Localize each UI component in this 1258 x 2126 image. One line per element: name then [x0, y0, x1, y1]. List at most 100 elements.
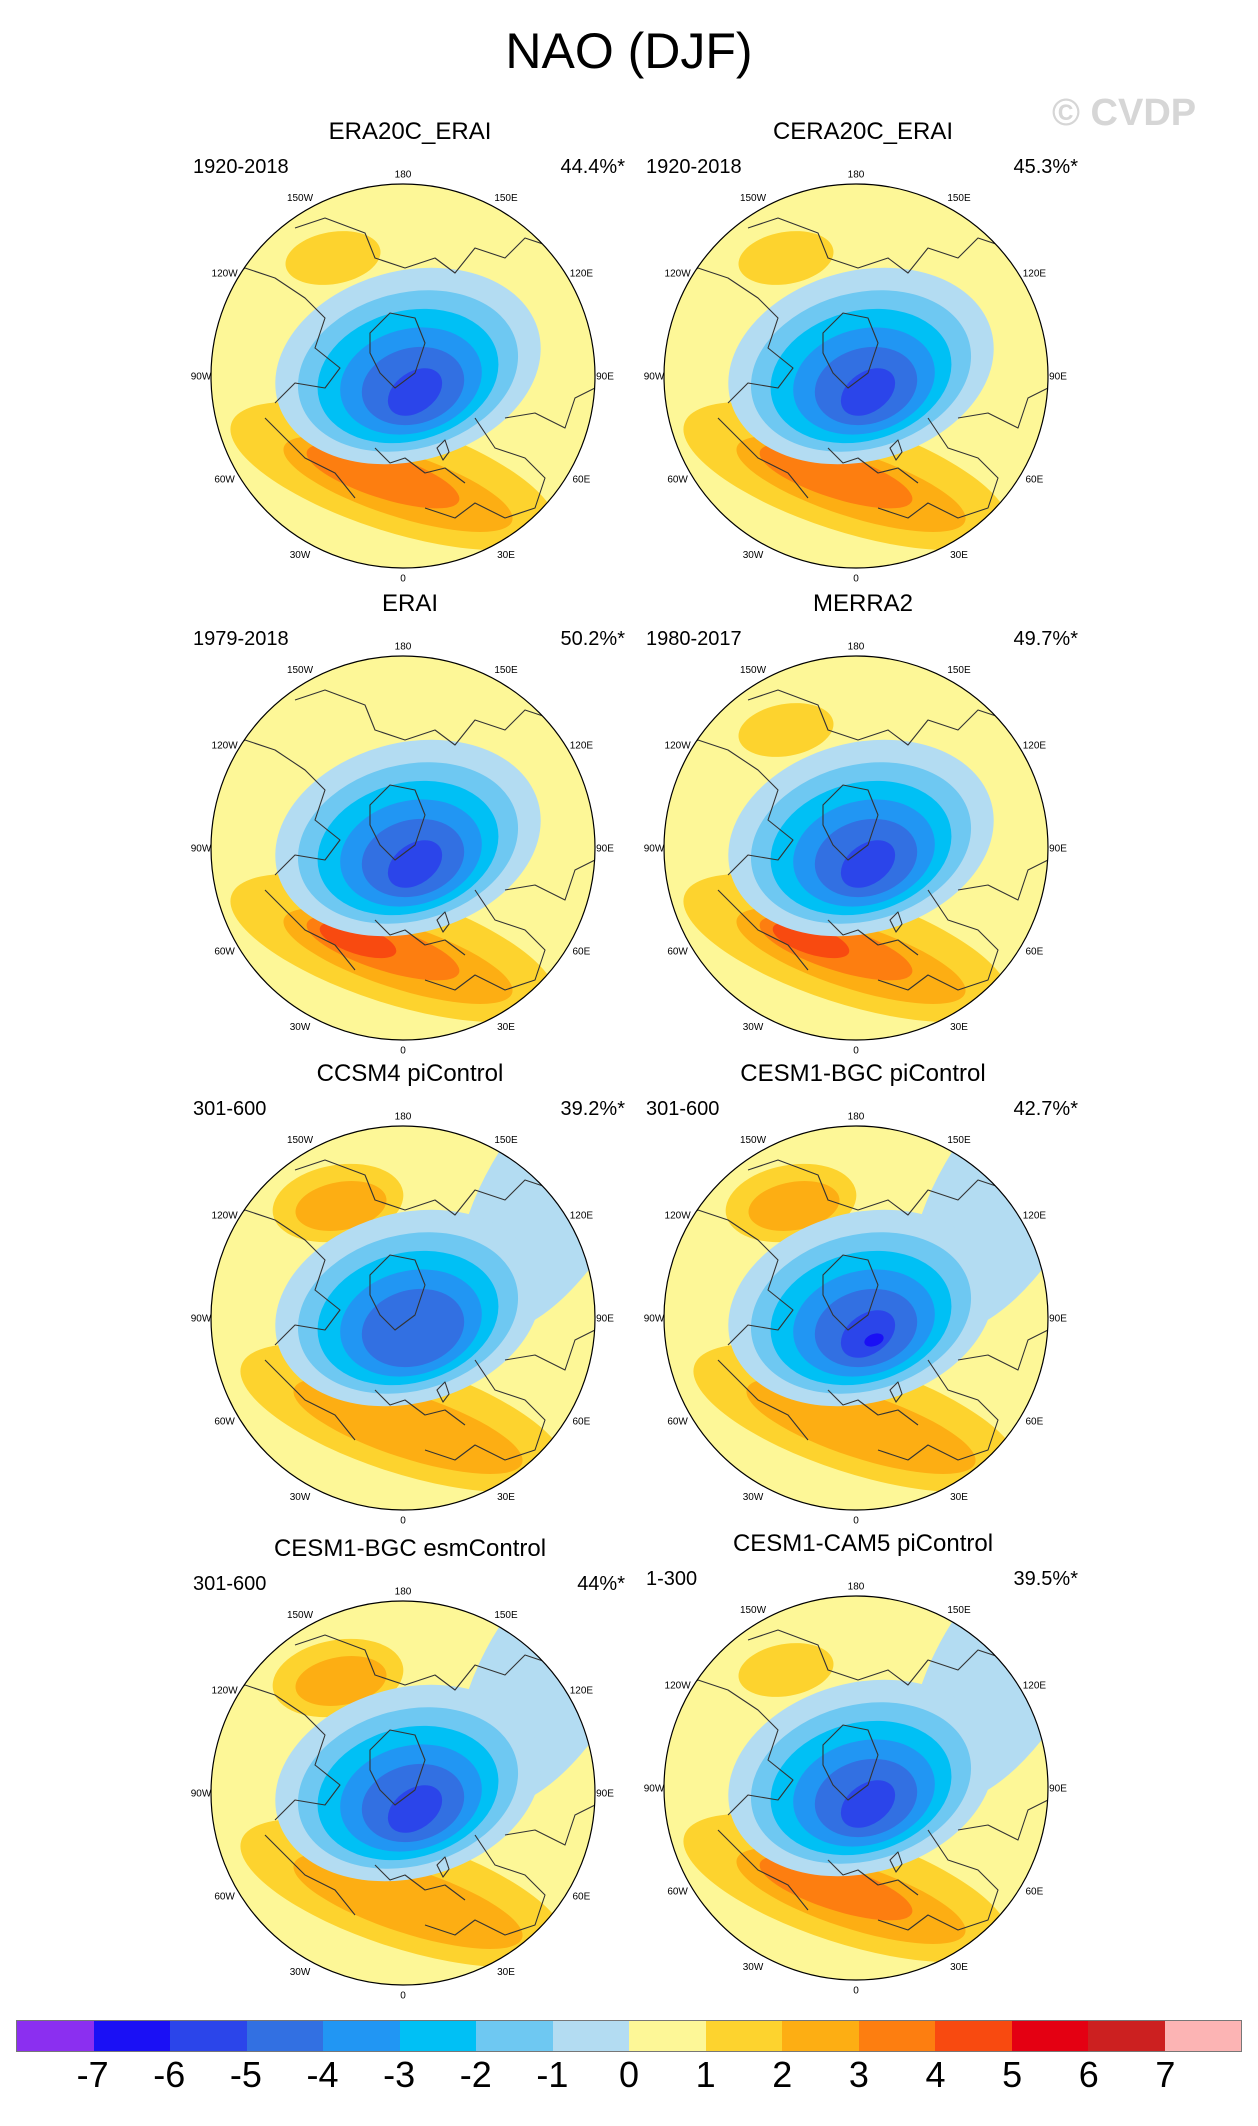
colorbar-tick-label: 5	[1002, 2054, 1023, 2095]
coastline	[717, 417, 809, 499]
longitude-label: 180	[848, 1112, 865, 1123]
longitude-label: 60W	[667, 1417, 688, 1428]
coastline	[877, 1829, 999, 1931]
uk-coastline	[889, 1851, 903, 1873]
longitude-label: 0	[853, 574, 859, 585]
coastline	[504, 1329, 595, 1371]
map-panel: 180 150E 120E 90E 60E 30E 0 30W 60W 90W 120W 150W M…	[628, 590, 1098, 1060]
longitude-label: 30W	[743, 550, 764, 561]
anomaly-field	[664, 656, 1048, 1040]
longitude-label: 60E	[573, 947, 591, 958]
panel-period: 301-600	[193, 1098, 267, 1120]
coastline	[424, 417, 546, 519]
longitude-label: 120W	[212, 269, 239, 280]
coastline	[374, 447, 466, 484]
atlantic-high-anomaly	[306, 443, 460, 509]
colorbar-swatch	[858, 2021, 935, 2051]
panel-variance-percent: 45.3%*	[1013, 156, 1079, 178]
longitude-label: 60E	[573, 1417, 591, 1428]
coastline	[214, 1684, 341, 1821]
coastline	[877, 1359, 999, 1461]
longitude-label: 30E	[497, 1022, 515, 1033]
longitude-label: 120E	[1023, 1211, 1047, 1222]
longitude-label: 30E	[950, 1962, 968, 1973]
coastline	[424, 1834, 546, 1936]
longitude-label: 180	[395, 170, 412, 181]
panel-title: CESM1-BGC piControl	[740, 1060, 986, 1087]
longitude-label: 150E	[494, 1610, 518, 1621]
panel-variance-percent: 42.7%*	[1013, 1098, 1079, 1120]
longitude-label: 60W	[214, 1417, 235, 1428]
colorbar-swatch	[476, 2021, 553, 2051]
longitude-label: 30E	[950, 550, 968, 561]
coastline	[264, 417, 356, 499]
colorbar-tick-label: 2	[772, 2054, 793, 2095]
colorbar-tick-label: 1	[695, 2054, 716, 2095]
longitude-label: 30W	[290, 1967, 311, 1978]
pacific-high-anomaly	[748, 1181, 840, 1231]
colorbar-tick-label: -3	[383, 2054, 416, 2095]
coastline	[264, 889, 356, 971]
uk-coastline	[889, 439, 903, 461]
map-panel: 180 150E 120E 90E 60E 30E 0 30W 60W 90W 120W 150W E…	[175, 118, 645, 588]
colorbar-swatch	[93, 2021, 170, 2051]
longitude-label: 90W	[644, 844, 665, 855]
pacific-high-anomaly	[295, 1181, 387, 1231]
figure-title: NAO (DJF)	[505, 23, 753, 79]
colorbar-tick-label: -5	[229, 2054, 262, 2095]
coastline	[747, 217, 1039, 274]
longitude-label: 120W	[212, 1686, 239, 1697]
colorbar-swatch	[935, 2021, 1012, 2051]
longitude-label: 90E	[596, 1314, 614, 1325]
coastline	[214, 739, 341, 876]
longitude-label: 60W	[214, 1892, 235, 1903]
greenland-coastline	[822, 784, 879, 861]
map-boundary	[663, 1595, 1049, 1981]
panel-period: 1920-2018	[646, 156, 742, 178]
coastline	[877, 417, 999, 519]
pacific-high-anomaly	[738, 1643, 834, 1697]
coastline	[747, 689, 1039, 746]
longitude-label: 0	[853, 1516, 859, 1527]
coastline	[667, 1679, 794, 1816]
longitude-label: 120E	[570, 741, 594, 752]
coastline	[504, 859, 595, 901]
coastline	[214, 267, 341, 404]
colorbar-swatch	[17, 2021, 94, 2051]
coastline	[827, 1389, 919, 1426]
panel-period: 1979-2018	[193, 628, 289, 650]
longitude-label: 180	[848, 1582, 865, 1593]
longitude-label: 180	[395, 1587, 412, 1598]
colorbar-tick-label: 4	[925, 2054, 946, 2095]
colorbar-tick-label: -2	[459, 2054, 492, 2095]
anomaly-field	[211, 184, 595, 568]
colorbar-swatch	[170, 2021, 247, 2051]
longitude-label: 30W	[743, 1962, 764, 1973]
longitude-label: 150E	[947, 665, 971, 676]
longitude-label: 30W	[743, 1022, 764, 1033]
longitude-label: 120W	[212, 741, 239, 752]
longitude-label: 90E	[1049, 1314, 1067, 1325]
polar-low-anomaly	[361, 1288, 465, 1368]
uk-coastline	[889, 1381, 903, 1403]
greenland-coastline	[822, 1254, 879, 1331]
longitude-label: 30E	[497, 1492, 515, 1503]
pacific-high-anomaly	[285, 231, 381, 285]
panel-variance-percent: 44%*	[577, 1573, 625, 1595]
panel-variance-percent: 39.2%*	[560, 1098, 626, 1120]
pacific-high-anomaly	[295, 1656, 387, 1706]
longitude-label: 90W	[644, 1314, 665, 1325]
longitude-label: 30W	[290, 1022, 311, 1033]
longitude-label: 150E	[494, 1135, 518, 1146]
greenland-coastline	[822, 312, 879, 389]
longitude-label: 150W	[287, 193, 314, 204]
atlantic-high-anomaly	[319, 921, 397, 959]
longitude-label: 30E	[950, 1492, 968, 1503]
map-boundary	[210, 655, 596, 1041]
longitude-label: 0	[400, 574, 406, 585]
map-panel: 180 150E 120E 90E 60E 30E 0 30W 60W 90W 120W 150W C…	[628, 118, 1098, 588]
coastline	[957, 859, 1048, 901]
panel-variance-percent: 50.2%*	[560, 628, 626, 650]
map-boundary	[210, 1600, 596, 1986]
panel-title: ERAI	[381, 590, 438, 617]
